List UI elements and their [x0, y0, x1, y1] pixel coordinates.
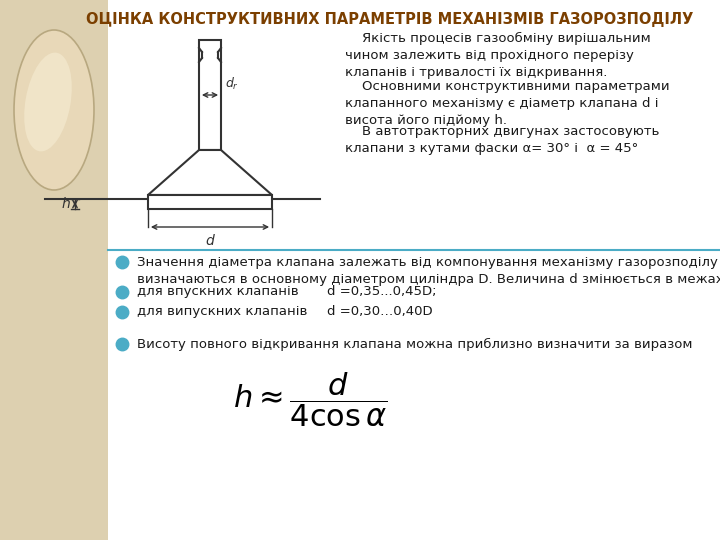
Bar [199, 40, 221, 150]
Text: $h \approx \dfrac{d}{4\cos\alpha}$: $h \approx \dfrac{d}{4\cos\alpha}$ [233, 371, 387, 429]
Text: В автотракторних двигунах застосовують
клапани з кутами фаски α= 30° і  α = 45°: В автотракторних двигунах застосовують к… [345, 125, 660, 155]
Text: Висоту повного відкривання клапана можна приблизно визначити за виразом: Висоту повного відкривання клапана можна… [137, 338, 693, 350]
Text: для впускних клапанів: для впускних клапанів [137, 286, 299, 299]
Polygon shape [148, 150, 272, 195]
Text: d =0,35...0,45D;: d =0,35...0,45D; [327, 286, 436, 299]
Text: Значення діаметра клапана залежать від компонування механізму газорозподілу і
ви: Значення діаметра клапана залежать від к… [137, 256, 720, 286]
Text: Якість процесів газообміну вирішальним
чином залежить від прохідного перерізу
кл: Якість процесів газообміну вирішальним ч… [345, 32, 651, 79]
Text: h: h [62, 197, 71, 211]
Bar [0, 0, 108, 540]
Text: $d_r$: $d_r$ [225, 76, 239, 92]
Ellipse shape [14, 30, 94, 190]
Text: для випускних клапанів: для випускних клапанів [137, 306, 307, 319]
Text: ОЦІНКА КОНСТРУКТИВНИХ ПАРАМЕТРІВ МЕХАНІЗМІВ ГАЗОРОЗПОДІЛУ: ОЦІНКА КОНСТРУКТИВНИХ ПАРАМЕТРІВ МЕХАНІЗ… [86, 12, 693, 27]
Text: $d$: $d$ [204, 233, 215, 248]
Text: $\alpha$: $\alpha$ [176, 172, 188, 186]
Bar [148, 195, 272, 209]
Ellipse shape [24, 52, 72, 151]
Text: Основними конструктивними параметрами
клапанного механізму є діаметр клапана d і: Основними конструктивними параметрами кл… [345, 80, 670, 127]
Text: d =0,30…0,40D: d =0,30…0,40D [327, 306, 433, 319]
